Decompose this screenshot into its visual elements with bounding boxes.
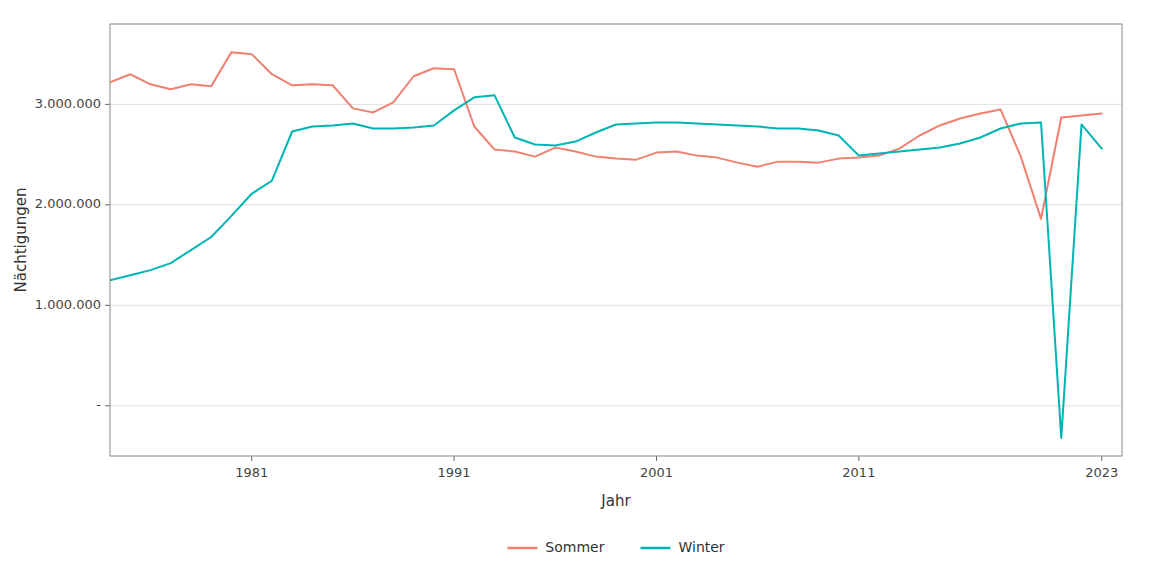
tick-label: 3.000.000: [35, 96, 101, 111]
tick-label: 1.000.000: [35, 297, 101, 312]
series-line: [110, 52, 1102, 219]
tick-mark: [105, 305, 110, 306]
tick-mark: [105, 405, 110, 406]
x-axis: 1981 1991 2001 2011 2023: [235, 456, 1118, 480]
plot-area: [110, 24, 1122, 456]
tick-label: 2023: [1085, 465, 1118, 480]
legend-label: Winter: [678, 539, 724, 555]
y-axis-label: Nächtigungen: [12, 187, 30, 292]
tick-label: 1981: [235, 465, 268, 480]
legend-label: Sommer: [545, 539, 604, 555]
grid-line: [110, 405, 1122, 406]
lines: [110, 52, 1102, 438]
chart: - 1.000.000 2.000.000 3.000.000 1981 1991 2001…: [0, 0, 1152, 576]
grid-line: [110, 204, 1122, 205]
tick-mark: [454, 456, 455, 461]
grid-line: [110, 305, 1122, 306]
y-axis: - 1.000.000 2.000.000 3.000.000: [35, 96, 110, 412]
tick-mark: [1101, 456, 1102, 461]
tick-mark: [251, 456, 252, 461]
legend: Sommer Winter: [507, 539, 725, 555]
x-axis-label: Jahr: [600, 492, 631, 510]
tick-label: 1991: [438, 465, 471, 480]
plot-frame: [110, 24, 1122, 456]
series-line: [110, 95, 1102, 438]
tick-label: -: [96, 397, 101, 412]
tick-mark: [105, 104, 110, 105]
legend-swatch: [640, 547, 670, 550]
tick-label: 2011: [842, 465, 875, 480]
tick-label: 2001: [640, 465, 673, 480]
tick-mark: [105, 204, 110, 205]
y-grid: [110, 104, 1122, 405]
legend-swatch: [507, 547, 537, 550]
tick-mark: [858, 456, 859, 461]
grid-line: [110, 104, 1122, 105]
tick-label: 2.000.000: [35, 196, 101, 211]
tick-mark: [656, 456, 657, 461]
